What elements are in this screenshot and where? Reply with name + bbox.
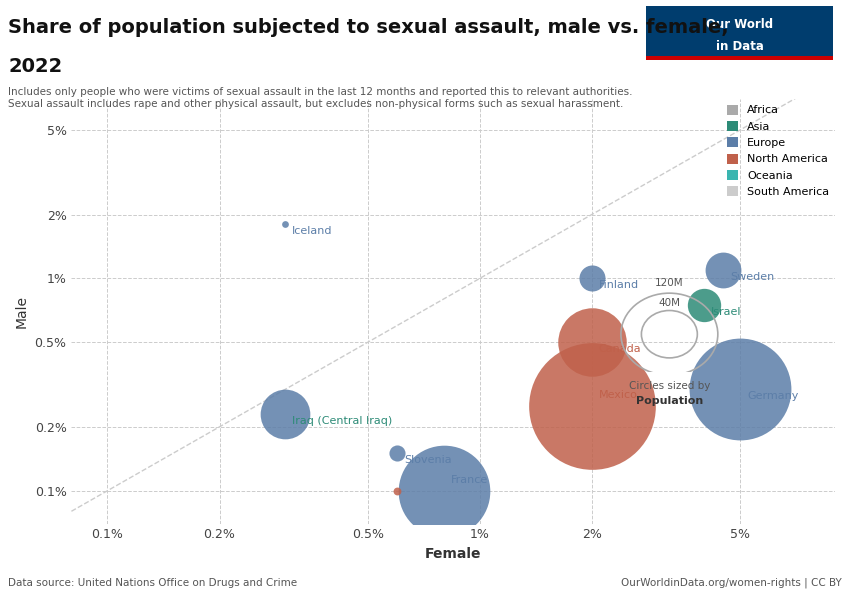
Point [585, 274, 598, 283]
Text: Population: Population [636, 396, 703, 406]
Text: Germany: Germany [747, 391, 798, 401]
Text: Our World: Our World [706, 19, 773, 31]
Text: Slovenia: Slovenia [404, 455, 451, 465]
Text: Sweden: Sweden [730, 272, 774, 281]
FancyBboxPatch shape [646, 56, 833, 60]
Text: 120M: 120M [655, 278, 683, 288]
Text: Iraq (Central Iraq): Iraq (Central Iraq) [292, 416, 393, 426]
Text: Canada: Canada [598, 344, 642, 354]
Point [717, 265, 730, 274]
Point [278, 220, 292, 229]
Point [585, 338, 598, 347]
Text: 2022: 2022 [8, 57, 63, 76]
Text: France: France [450, 475, 488, 485]
Text: Data source: United Nations Office on Drugs and Crime: Data source: United Nations Office on Dr… [8, 578, 298, 588]
Y-axis label: Male: Male [15, 295, 29, 328]
Point [585, 401, 598, 411]
Point [697, 300, 711, 310]
Legend: Africa, Asia, Europe, North America, Oceania, South America: Africa, Asia, Europe, North America, Oce… [728, 104, 830, 197]
Point [437, 486, 451, 496]
Text: Circles sized by: Circles sized by [629, 380, 710, 391]
FancyBboxPatch shape [646, 6, 833, 60]
Text: Share of population subjected to sexual assault, male vs. female,: Share of population subjected to sexual … [8, 18, 729, 37]
Text: Iceland: Iceland [292, 226, 332, 236]
Point [734, 385, 747, 394]
Text: in Data: in Data [716, 40, 763, 53]
Text: Mexico: Mexico [598, 390, 638, 400]
Text: OurWorldinData.org/women-rights | CC BY: OurWorldinData.org/women-rights | CC BY [620, 577, 842, 588]
Text: Israel: Israel [711, 307, 741, 317]
X-axis label: Female: Female [425, 547, 481, 561]
Point [278, 409, 292, 419]
Text: Includes only people who were victims of sexual assault in the last 12 months an: Includes only people who were victims of… [8, 87, 633, 109]
Text: 40M: 40M [659, 298, 680, 308]
Point [390, 449, 404, 458]
Point [390, 486, 404, 496]
Text: Finland: Finland [598, 280, 639, 290]
